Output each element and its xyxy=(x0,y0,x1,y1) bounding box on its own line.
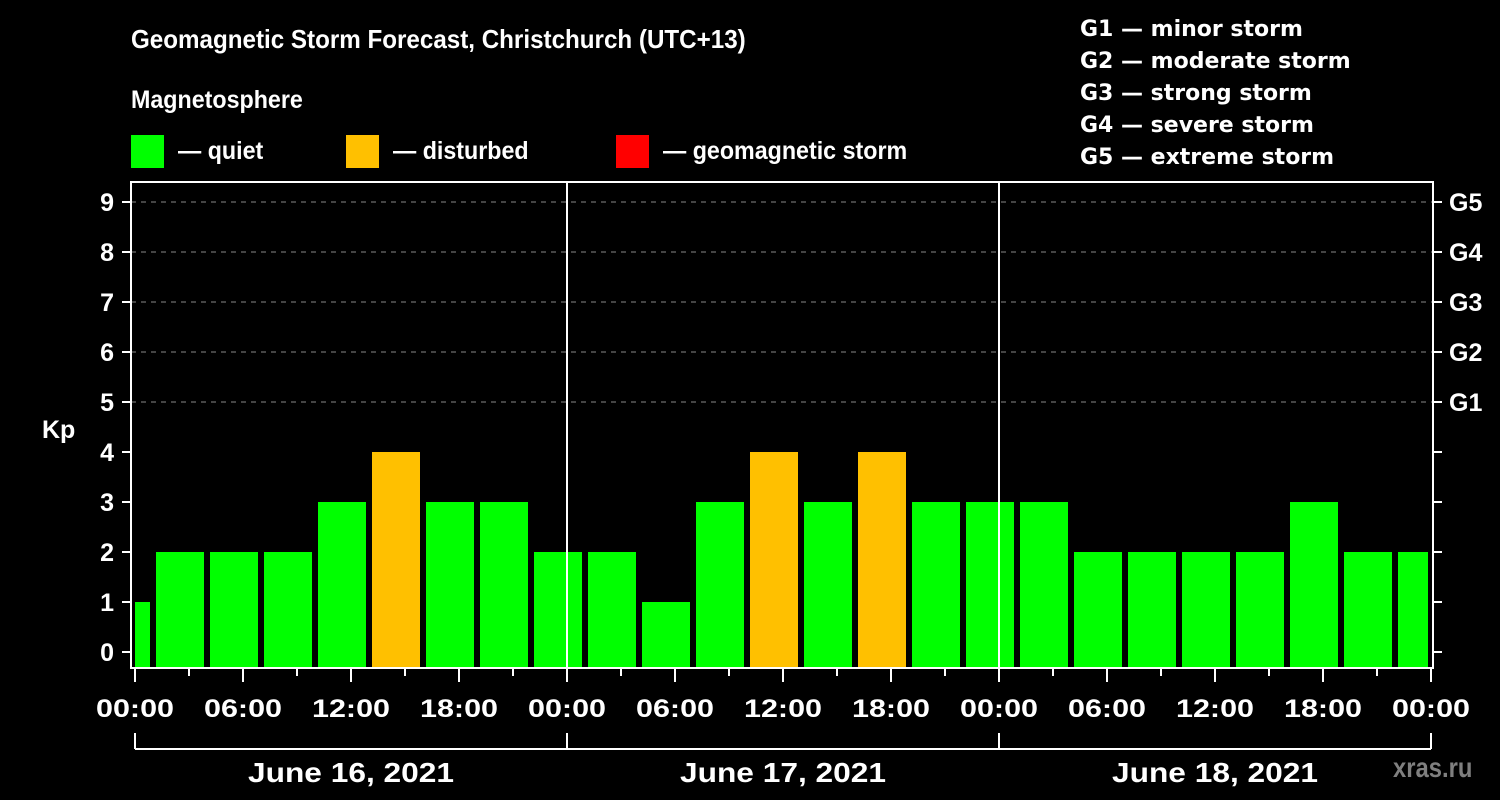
x-tick-label: 06:00 xyxy=(1068,695,1146,723)
disturbed-swatch xyxy=(346,135,379,168)
x-tick-label: 12:00 xyxy=(312,695,390,723)
legend-label-storm: — geomagnetic storm xyxy=(663,137,908,165)
g1-legend: G1 — minor storm xyxy=(1080,17,1303,42)
kp-bar xyxy=(1290,502,1338,667)
y-tick-label: 0 xyxy=(100,639,114,667)
y-tick-label: 5 xyxy=(100,389,114,417)
kp-bar xyxy=(966,502,1014,667)
kp-bar xyxy=(318,502,366,667)
kp-bar xyxy=(372,452,420,667)
y-tick-label: 9 xyxy=(100,189,114,217)
y-axis-label: Kp xyxy=(42,416,75,444)
kp-bar xyxy=(135,602,150,667)
y-tick-label: 1 xyxy=(100,589,114,617)
legend-item-quiet: — quiet xyxy=(131,135,270,168)
legend-label-disturbed: — disturbed xyxy=(393,137,529,165)
kp-bar xyxy=(534,552,582,667)
x-tick-label: 06:00 xyxy=(204,695,282,723)
kp-bar xyxy=(1074,552,1122,667)
y-tick-label: 8 xyxy=(100,239,114,267)
watermark: xras.ru xyxy=(1393,752,1473,783)
y-tick-label: 3 xyxy=(100,489,114,517)
x-tick-label: 18:00 xyxy=(420,695,498,723)
kp-bar xyxy=(750,452,798,667)
y-tick-label: 4 xyxy=(100,439,114,467)
x-tick-label: 00:00 xyxy=(960,695,1038,723)
y-tick-label: 7 xyxy=(100,289,114,317)
g-scale-label: G5 xyxy=(1449,189,1482,217)
g-scale-legend: G1 — minor storm G2 — moderate storm G3 … xyxy=(1080,14,1351,174)
g-scale-label: G1 xyxy=(1449,389,1482,417)
kp-bar xyxy=(696,502,744,667)
x-tick-label: 06:00 xyxy=(636,695,714,723)
kp-bar xyxy=(156,552,204,667)
kp-bar xyxy=(480,502,528,667)
g5-legend: G5 — extreme storm xyxy=(1080,145,1335,170)
x-tick-label: 00:00 xyxy=(528,695,606,723)
x-tick-label: 12:00 xyxy=(744,695,822,723)
g-scale-label: G3 xyxy=(1449,289,1482,317)
kp-bar xyxy=(858,452,906,667)
kp-bar xyxy=(804,502,852,667)
kp-bar xyxy=(588,552,636,667)
legend-item-storm: — geomagnetic storm xyxy=(616,135,926,168)
x-tick-label: 00:00 xyxy=(96,695,174,723)
day-label: June 17, 2021 xyxy=(680,757,886,788)
kp-bar xyxy=(1344,552,1392,667)
storm-swatch xyxy=(616,135,649,168)
x-tick-label: 18:00 xyxy=(852,695,930,723)
legend-item-disturbed: — disturbed xyxy=(346,135,539,168)
kp-bar xyxy=(1398,552,1428,667)
legend-heading: Magnetosphere xyxy=(131,86,303,114)
y-tick-label: 6 xyxy=(100,339,114,367)
g4-legend: G4 — severe storm xyxy=(1080,113,1314,138)
g-scale-label: G4 xyxy=(1449,239,1482,267)
chart-title: Geomagnetic Storm Forecast, Christchurch… xyxy=(131,24,746,54)
x-tick-label: 18:00 xyxy=(1284,695,1362,723)
kp-bar xyxy=(912,502,960,667)
g-scale-label: G2 xyxy=(1449,339,1482,367)
kp-bar xyxy=(1128,552,1176,667)
y-tick-label: 2 xyxy=(100,539,114,567)
kp-bar xyxy=(1182,552,1230,667)
g2-legend: G2 — moderate storm xyxy=(1080,49,1351,74)
kp-bar xyxy=(210,552,258,667)
legend-label-quiet: — quiet xyxy=(178,137,264,165)
g3-legend: G3 — strong storm xyxy=(1080,81,1312,106)
kp-bar xyxy=(642,602,690,667)
day-label: June 16, 2021 xyxy=(248,757,454,788)
day-label: June 18, 2021 xyxy=(1112,757,1318,788)
kp-bar xyxy=(1020,502,1068,667)
kp-bar xyxy=(426,502,474,667)
x-tick-label: 12:00 xyxy=(1176,695,1254,723)
kp-bar xyxy=(1236,552,1284,667)
kp-bar xyxy=(264,552,312,667)
quiet-swatch xyxy=(131,135,164,168)
x-tick-label: 00:00 xyxy=(1392,695,1470,723)
